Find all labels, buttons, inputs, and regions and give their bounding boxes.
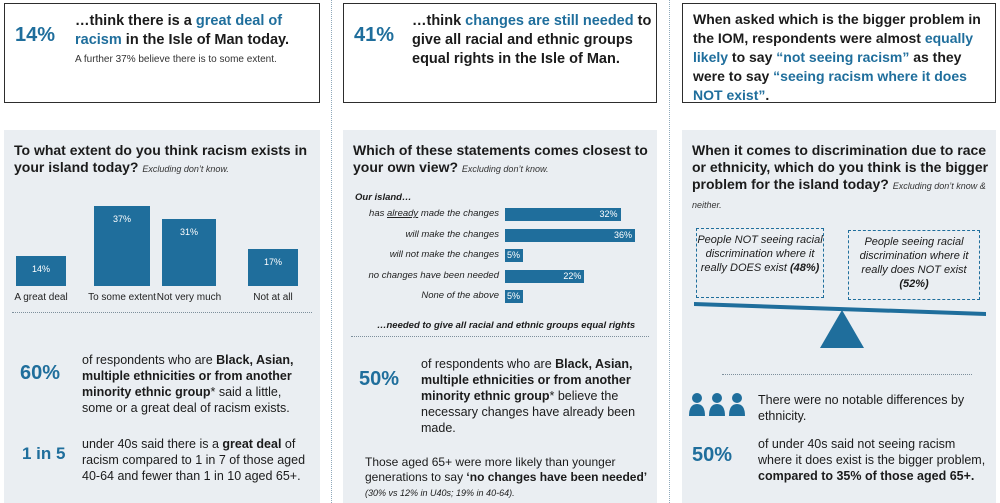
headline-text: When asked which is the bigger problem i… bbox=[693, 11, 981, 103]
footnote-text: Those aged 65+ were more likely than you… bbox=[365, 455, 648, 498]
balance-scale-icon bbox=[694, 302, 986, 348]
bar bbox=[94, 206, 150, 286]
category-label: has already made the changes bbox=[369, 208, 499, 219]
divider bbox=[12, 312, 312, 313]
bar bbox=[505, 228, 635, 242]
headline-card-bigger-problem: When asked which is the bigger problem i… bbox=[682, 3, 996, 103]
headline-card-changes-needed: 41% …think changes are still needed to g… bbox=[343, 3, 657, 103]
stat-percent: 50% bbox=[692, 444, 733, 466]
category-label: A great deal bbox=[14, 292, 68, 303]
no-difference-text: There were no notable differences by eth… bbox=[758, 393, 965, 423]
bar-value-label: 5% bbox=[507, 250, 521, 260]
changes-bar-chart: has already made the changes 32% will make… bbox=[343, 206, 657, 316]
bar-value-label: 22% bbox=[563, 270, 582, 281]
stat-text: of respondents who are Black, Asian, mul… bbox=[82, 353, 294, 415]
category-label: will not make the changes bbox=[389, 249, 499, 260]
question-title: To what extent do you think racism exist… bbox=[14, 142, 308, 175]
stat-percent: 60% bbox=[20, 362, 61, 384]
stat-ratio: 1 in 5 bbox=[22, 444, 66, 463]
divider bbox=[722, 374, 972, 375]
bar bbox=[505, 269, 585, 283]
bar bbox=[162, 219, 216, 286]
category-label: To some extent bbox=[88, 292, 156, 303]
bar-value-label: 17% bbox=[263, 257, 282, 268]
stat-text: under 40s said there is a great deal of … bbox=[82, 437, 306, 483]
bar bbox=[16, 255, 66, 286]
bar-value-label: 31% bbox=[179, 227, 198, 238]
panel-racism-extent: To what extent do you think racism exist… bbox=[4, 130, 320, 503]
bar-value-label: 14% bbox=[31, 263, 50, 274]
chart-trail-label: …needed to give all racial and ethnic gr… bbox=[377, 320, 636, 331]
headline-text: …think changes are still needed to give … bbox=[412, 13, 652, 67]
chart-lead-label: Our island… bbox=[355, 192, 412, 203]
bar bbox=[505, 249, 524, 262]
headline-subtext: A further 37% believe there is to some e… bbox=[75, 54, 277, 65]
bar-value-label: 5% bbox=[507, 291, 521, 301]
extent-bar-chart: 14% A great deal 37% To some extent 31% Not v… bbox=[4, 190, 320, 310]
category-label: Not very much bbox=[156, 292, 222, 303]
people-icon bbox=[689, 393, 745, 416]
category-label: Not at all bbox=[253, 292, 293, 303]
question-title: Which of these statements comes closest … bbox=[353, 142, 648, 175]
category-label: will make the changes bbox=[405, 228, 499, 240]
option-box-not-seeing: People NOT seeing racial discrimination … bbox=[696, 228, 824, 298]
panel-bigger-problem: When it comes to discrimination due to r… bbox=[682, 130, 996, 503]
headline-percent: 14% bbox=[15, 24, 56, 46]
scale-fulcrum bbox=[820, 310, 864, 348]
column-divider-2 bbox=[669, 0, 670, 503]
stat-text: of respondents who are Black, Asian, mul… bbox=[421, 357, 636, 435]
headline-percent: 41% bbox=[354, 24, 395, 46]
scale-plank bbox=[694, 302, 986, 316]
bar bbox=[248, 249, 298, 286]
headline-card-great-deal: 14% …think there is a great deal of raci… bbox=[4, 3, 320, 103]
stat-text: of under 40s said not seeing racism wher… bbox=[758, 437, 986, 483]
headline-text: …think there is a great deal of racism i… bbox=[75, 13, 290, 48]
bar-value-label: 32% bbox=[599, 209, 618, 219]
column-divider-1 bbox=[331, 0, 332, 503]
bar bbox=[505, 208, 621, 221]
divider bbox=[351, 336, 649, 337]
stat-percent: 50% bbox=[359, 368, 400, 390]
category-label: no changes have been needed bbox=[368, 269, 499, 281]
option-box-seeing: People seeing racial discrimination wher… bbox=[848, 230, 980, 300]
bar-value-label: 37% bbox=[112, 214, 131, 225]
question-title: When it comes to discrimination due to r… bbox=[692, 142, 989, 210]
category-label: None of the above bbox=[421, 290, 499, 301]
panel-changes-view: Which of these statements comes closest … bbox=[343, 130, 657, 503]
bar bbox=[505, 290, 524, 303]
bar-value-label: 36% bbox=[613, 229, 632, 240]
